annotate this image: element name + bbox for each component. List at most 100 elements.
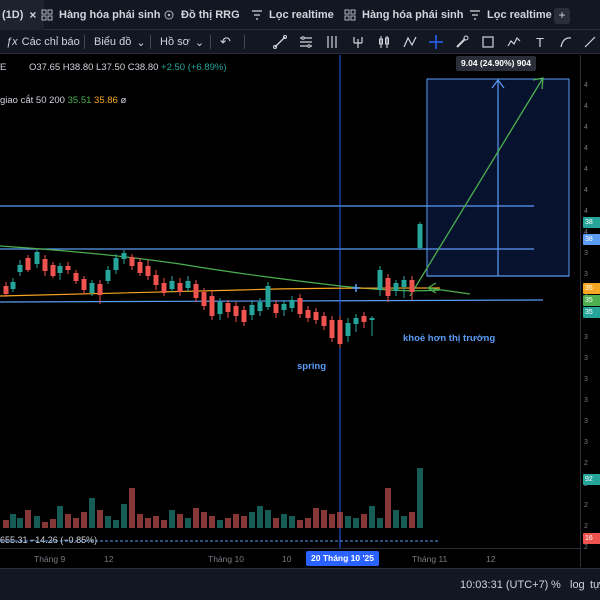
price-tick: 4 (584, 187, 588, 194)
volume-bar (409, 512, 415, 528)
support-line (0, 299, 544, 303)
fib-retracement-icon[interactable] (298, 34, 314, 50)
candle-body (225, 303, 231, 312)
tab-hang-hoa-phai-sinh[interactable]: Hàng hóa phái sinh (40, 0, 160, 30)
measure-icon[interactable] (582, 34, 598, 50)
pointer-arrowhead (426, 282, 437, 294)
volume-values: 655.31 −14.26 (−0.85%) (0, 535, 98, 545)
arc-icon[interactable] (558, 34, 574, 50)
spring-annotation: spring (297, 361, 327, 372)
toolbar-divider (150, 35, 151, 49)
indicators-label: Các chỉ báo (21, 36, 80, 48)
volume-bar (73, 518, 79, 528)
close-icon[interactable]: × (29, 8, 37, 22)
tab-loc-realtime[interactable]: Lọc realtime (250, 0, 334, 30)
candle-body (42, 259, 48, 271)
price-tick: 4 (584, 145, 588, 152)
tab-do-thi-rrg[interactable]: Đồ thị RRG (162, 0, 240, 30)
volume-bar (25, 510, 31, 528)
function-icon: ƒx (6, 36, 18, 48)
trend-line-icon[interactable] (272, 34, 288, 50)
volume-legend: 655.31 −14.26 (−0.85%) (0, 535, 97, 545)
price-tick: 2 (584, 544, 588, 551)
volume-bar (97, 510, 103, 528)
price-tick: 4 (584, 82, 588, 89)
undo-button[interactable]: ↶ (220, 30, 231, 54)
auto-toggle[interactable]: tự (590, 579, 600, 591)
tab-hang-hoa-phai-sinh-2[interactable]: Hàng hóa phái sinh (343, 0, 463, 30)
volume-bar (17, 518, 23, 528)
rectangle-icon[interactable] (480, 34, 496, 50)
zigzag-icon[interactable] (402, 34, 418, 50)
projection-arrow (409, 77, 544, 297)
ma1-value: 35.51 (67, 95, 92, 106)
candle-body (97, 284, 103, 295)
candles-icon[interactable] (376, 34, 392, 50)
time-axis[interactable]: Tháng 9 12 Tháng 10 10 Tháng 11 12 20 Th… (0, 548, 580, 568)
volume-bar (161, 520, 167, 528)
tab-loc-realtime-2[interactable]: Lọc realtime (468, 0, 552, 30)
crosshair-marker (352, 284, 360, 292)
candle-body (393, 283, 399, 291)
clock[interactable]: 10:03:31 (UTC+7) (460, 579, 549, 591)
path-icon[interactable] (506, 34, 522, 50)
text-icon[interactable]: T (536, 34, 544, 50)
price-badge: 38 (583, 217, 600, 228)
vertical-line-icon[interactable] (324, 34, 340, 50)
candle-body (329, 320, 335, 338)
candle-body (137, 262, 143, 273)
candle-body (57, 266, 63, 273)
volume-bar (129, 488, 135, 528)
chart-type-button[interactable]: Biểu đồ ⌄ (94, 30, 146, 54)
price-tick: 4 (584, 103, 588, 110)
log-toggle[interactable]: log (570, 579, 585, 591)
volume-bar (385, 488, 391, 528)
indicators-button[interactable]: ƒx Các chỉ báo (6, 30, 80, 54)
volume-bar (50, 519, 56, 528)
candle-body (177, 283, 183, 292)
crosshair-icon[interactable] (428, 34, 444, 50)
pitchfork-icon[interactable] (350, 34, 366, 50)
volume-bar (361, 514, 367, 528)
price-scale[interactable]: 44444444333333333322222 38 38 35 35 35 9… (580, 55, 600, 567)
change-value: +2.50 (+6.89%) (161, 62, 227, 73)
tab-active-chart[interactable]: (1D) × (0, 0, 44, 30)
chevron-down-icon: ⌄ (136, 36, 146, 49)
price-tick: 4 (584, 208, 588, 215)
add-tab-button[interactable]: + (554, 8, 570, 24)
percent-toggle[interactable]: % (551, 579, 561, 591)
volume-bar (345, 516, 351, 528)
candle-body (369, 318, 375, 320)
profile-button[interactable]: Hồ sơ ⌄ (160, 30, 204, 54)
price-tick: 3 (584, 397, 588, 404)
price-tick: 3 (584, 418, 588, 425)
price-tick: 2 (584, 502, 588, 509)
volume-bar (121, 504, 127, 528)
filter-icon (468, 8, 482, 22)
price-tick: 3 (584, 376, 588, 383)
projection-arrowhead (532, 77, 544, 90)
candle-body (65, 266, 71, 270)
volume-bar (321, 510, 327, 528)
volume-bar (241, 516, 247, 528)
symbol-fragment: E (0, 62, 7, 73)
candle-body (121, 253, 127, 259)
toolbar-divider (84, 35, 85, 49)
tab-label: Hàng hóa phái sinh (59, 9, 161, 21)
candle-body (313, 312, 319, 320)
crosshair-time-label: 20 Tháng 10 '25 (306, 551, 379, 566)
volume-bar (81, 512, 87, 528)
hide-icon[interactable]: ø (120, 95, 127, 106)
volume-bar (65, 514, 71, 528)
candle-body (409, 280, 415, 292)
pointer-arrow (427, 287, 471, 295)
volume-bar (105, 516, 111, 528)
ma-label: giao cắt 50 200 (0, 95, 65, 106)
price-badge: 35 (583, 295, 600, 306)
brush-icon[interactable] (454, 34, 470, 50)
candle-body (105, 270, 111, 281)
volume-bar (265, 510, 271, 528)
status-bar: 10:03:31 (UTC+7) % log tự (0, 568, 600, 600)
chart-pane[interactable] (0, 55, 580, 567)
volume-bar (377, 518, 383, 528)
